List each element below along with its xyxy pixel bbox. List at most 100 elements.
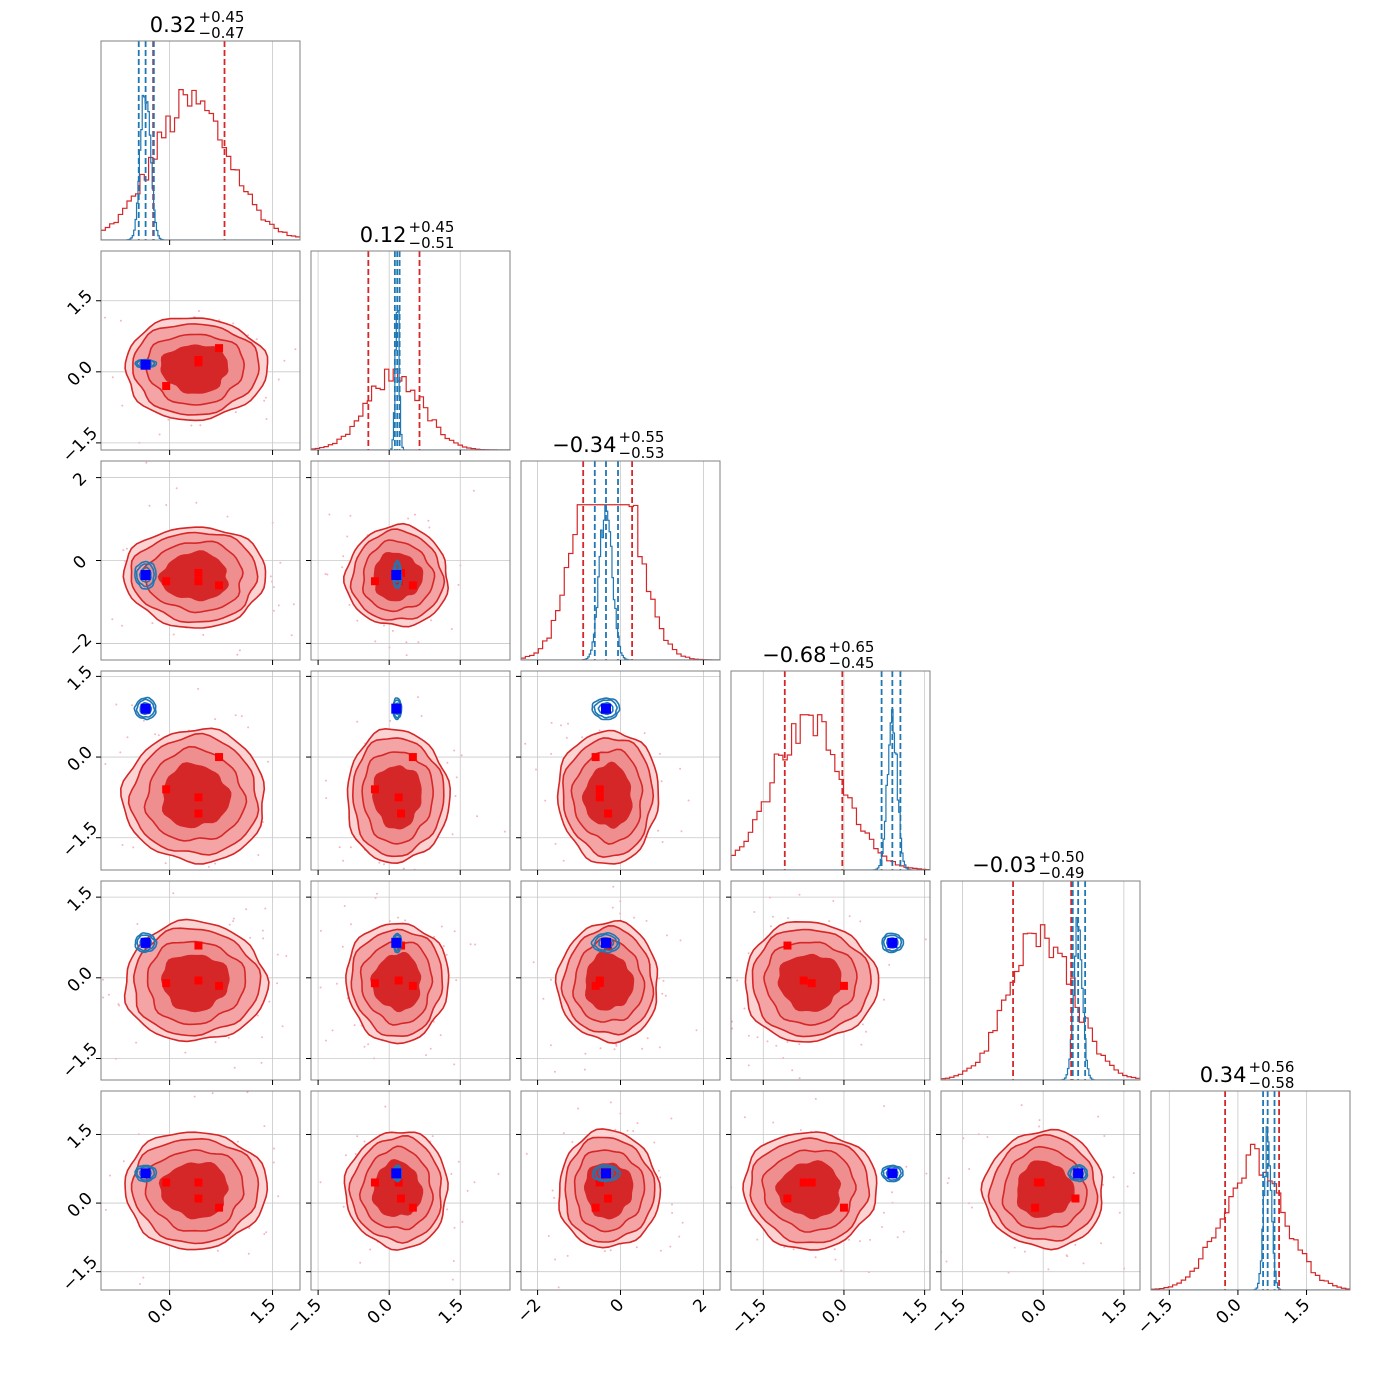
scatter-point [269,575,272,578]
scatter-point [359,1261,362,1264]
scatter-point [455,979,458,982]
scatter-point [986,1136,989,1138]
contour-a-1sigma [157,550,229,602]
scatter-point [452,1260,455,1262]
scatter-point [599,1047,602,1050]
y-tick-label: 0 [69,552,91,574]
scatter-point [828,920,831,923]
scatter-point [104,316,106,319]
scatter-point [731,1020,734,1023]
scatter-point [661,841,664,843]
sample-marker [839,981,848,990]
contour-a-1sigma [775,1160,842,1220]
scatter-point [319,986,322,989]
panel-content [311,251,510,450]
truth-marker [600,1168,611,1179]
scatter-point [214,862,217,865]
param-title-plus: +0.50 [1039,848,1085,866]
truth-marker [140,937,151,948]
scatter-point [255,338,258,341]
scatter-point [476,815,479,818]
scatter-point [535,768,537,771]
scatter-point [664,994,667,997]
scatter-point [771,915,774,918]
scatter-point [374,640,377,643]
scatter-point [142,1276,145,1279]
scatter-point [455,776,458,779]
scatter-point [896,1236,899,1239]
scatter-point [132,846,135,849]
scatter-point [373,1057,376,1060]
sample-marker [591,753,600,762]
scatter-point [584,1052,587,1055]
sample-marker [408,981,417,990]
y-tick-label: −1.5 [59,1039,102,1082]
scatter-point [193,1095,196,1098]
scatter-point [636,1122,639,1125]
scatter-point [658,977,661,980]
scatter-point [154,733,157,736]
histogram-posterior-a [731,714,930,870]
x-tick-label: 2 [689,1295,711,1317]
scatter-point [933,1148,935,1150]
scatter-point [472,489,475,492]
scatter-point [657,829,660,832]
scatter-point [126,736,129,739]
scatter-point [256,1014,259,1017]
y-tick-label: 0.0 [64,1189,97,1222]
sample-marker [394,793,403,802]
param-title-minus: −0.58 [1249,1074,1295,1092]
scatter-point [247,334,249,337]
sample-marker [799,976,808,985]
scatter-point [383,863,385,866]
contour-b-mid [882,934,903,952]
scatter-point [450,1173,453,1175]
scatter-point [459,564,462,567]
y-tick-label: 0.0 [64,357,97,390]
scatter-point [791,1069,794,1072]
truth-marker [391,703,402,714]
contour-b-outer [133,696,157,721]
scatter-point [214,1041,217,1044]
param-title-value: −0.03 [972,853,1036,877]
scatter-point [125,547,128,550]
scatter-point [474,943,477,946]
scatter-point [705,1188,707,1190]
scatter-point [165,504,168,506]
scatter-point [859,920,862,923]
panel-frame [1150,1090,1351,1291]
scatter-point [131,704,134,707]
scatter-point [190,424,193,427]
scatter-point [670,1117,673,1120]
x-tick-label: 0.0 [144,1295,177,1328]
x-tick-label: 1.5 [247,1295,280,1328]
truth-marker [140,359,151,370]
scatter-point [453,1063,456,1066]
scatter-point [262,937,265,940]
param-title-plus: +0.65 [829,638,875,656]
contour-b-mid [594,1166,619,1181]
truth-marker [391,1168,402,1179]
panel-frame [730,670,931,871]
scatter-point [614,1128,617,1131]
scatter-point [308,825,310,827]
truth-marker [140,570,151,581]
hist-panel-1: 0.12 +0.45−0.51 [310,218,511,455]
scatter-point [232,920,235,923]
scatter-point [107,993,110,996]
panel-content [69,1091,280,1297]
x-tick-label: 0.0 [364,1295,397,1328]
scatter-point [577,1107,579,1110]
sample-marker [194,809,203,818]
scatter-point [326,573,329,576]
scatter-point [565,736,568,739]
scatter-point [57,584,59,586]
scatter-point [69,1165,71,1167]
scatter-point [658,752,661,755]
hist-panel-3: −0.68 +0.65−0.45 [730,638,931,875]
sample-marker [591,1203,600,1212]
scatter-point [968,1168,971,1170]
scatter-point [175,1295,177,1297]
panel-content [941,881,1140,1080]
scatter-point [1118,1211,1121,1214]
